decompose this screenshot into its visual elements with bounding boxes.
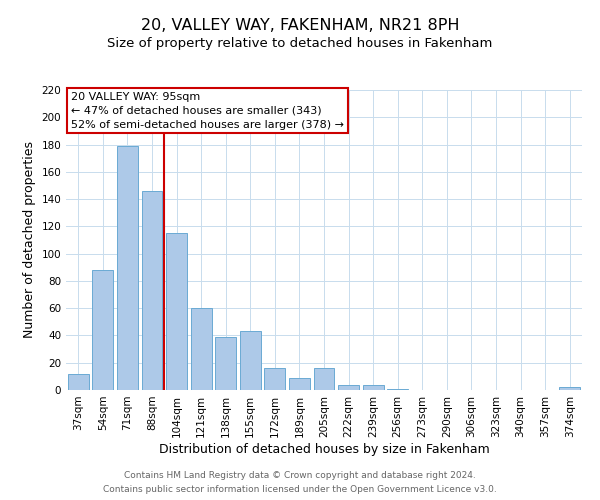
Bar xyxy=(289,378,310,390)
X-axis label: Distribution of detached houses by size in Fakenham: Distribution of detached houses by size … xyxy=(158,442,490,456)
Y-axis label: Number of detached properties: Number of detached properties xyxy=(23,142,36,338)
Bar xyxy=(215,337,236,390)
Bar xyxy=(265,368,286,390)
Text: Contains HM Land Registry data © Crown copyright and database right 2024.: Contains HM Land Registry data © Crown c… xyxy=(124,471,476,480)
Bar xyxy=(166,233,187,390)
Bar xyxy=(191,308,212,390)
Text: 20, VALLEY WAY, FAKENHAM, NR21 8PH: 20, VALLEY WAY, FAKENHAM, NR21 8PH xyxy=(141,18,459,32)
Bar xyxy=(387,388,408,390)
Bar xyxy=(142,191,163,390)
Bar xyxy=(338,384,359,390)
Bar xyxy=(240,332,261,390)
Bar xyxy=(68,374,89,390)
Text: Size of property relative to detached houses in Fakenham: Size of property relative to detached ho… xyxy=(107,38,493,51)
Bar xyxy=(117,146,138,390)
Bar xyxy=(314,368,334,390)
Text: Contains public sector information licensed under the Open Government Licence v3: Contains public sector information licen… xyxy=(103,484,497,494)
Bar xyxy=(362,384,383,390)
Text: 20 VALLEY WAY: 95sqm
← 47% of detached houses are smaller (343)
52% of semi-deta: 20 VALLEY WAY: 95sqm ← 47% of detached h… xyxy=(71,92,344,130)
Bar xyxy=(559,388,580,390)
Bar xyxy=(92,270,113,390)
